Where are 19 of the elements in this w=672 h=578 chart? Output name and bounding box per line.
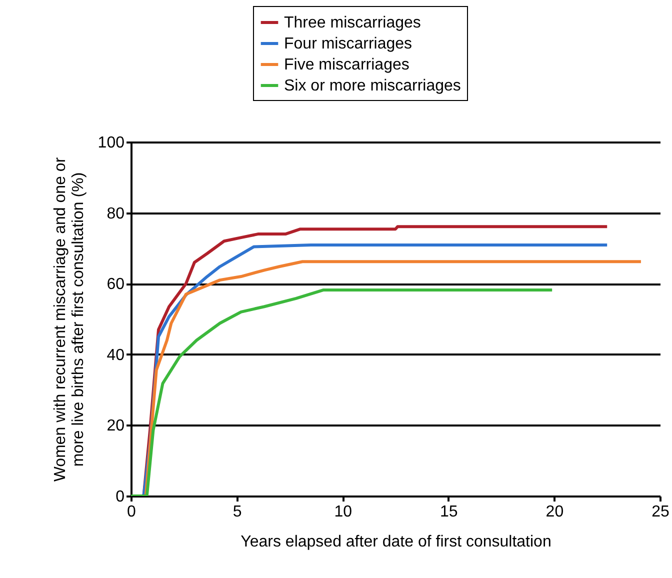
y-tick-label: 80 <box>106 205 125 222</box>
x-tick-label: 20 <box>546 504 564 520</box>
x-axis-title: Years elapsed after date of first consultation <box>240 534 552 550</box>
line-series <box>131 288 554 496</box>
x-tick-label: 0 <box>127 504 136 520</box>
y-axis-title: Women with recurrent miscarriage and one or more live births after first consultation (%) <box>52 156 87 482</box>
x-tick-label: 25 <box>652 504 670 520</box>
y-tick-label: 60 <box>106 276 125 294</box>
y-tick-label: 0 <box>116 488 125 506</box>
legend-label: Five miscarriages <box>284 56 410 74</box>
y-tick-label: 100 <box>98 134 125 152</box>
y-tick-label: 40 <box>106 346 125 364</box>
legend-label: Four miscarriages <box>284 36 412 52</box>
x-tick-label: 10 <box>334 504 352 520</box>
x-tick-label: 15 <box>440 504 458 520</box>
legend-label: Three miscarriages <box>284 14 421 32</box>
x-tick-label: 5 <box>232 504 242 520</box>
y-tick-label: 20 <box>106 418 125 435</box>
legend-label: Six or more miscarriages <box>284 78 461 94</box>
